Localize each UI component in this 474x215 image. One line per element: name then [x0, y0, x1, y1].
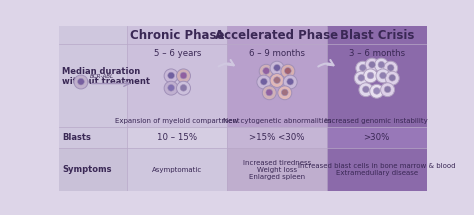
Circle shape — [384, 86, 391, 93]
Circle shape — [356, 61, 370, 75]
Text: 3 – 6 months: 3 – 6 months — [349, 49, 405, 58]
Text: Increased blast cells in bone marrow & blood
Extramedullary disease: Increased blast cells in bone marrow & b… — [298, 163, 456, 176]
Text: 5 – 6 years: 5 – 6 years — [154, 49, 201, 58]
Text: BCR-ABL: BCR-ABL — [90, 74, 114, 79]
Circle shape — [270, 61, 284, 75]
Circle shape — [389, 74, 396, 81]
Text: Blasts: Blasts — [63, 133, 91, 142]
Circle shape — [359, 83, 373, 97]
Circle shape — [378, 61, 385, 68]
Bar — [128, 127, 227, 148]
Circle shape — [180, 72, 187, 79]
Circle shape — [168, 72, 174, 79]
Bar — [128, 26, 227, 191]
Bar — [227, 26, 327, 191]
Bar — [59, 148, 128, 191]
Circle shape — [164, 81, 178, 95]
Circle shape — [354, 71, 368, 85]
Circle shape — [266, 89, 273, 96]
Circle shape — [385, 71, 399, 85]
Circle shape — [261, 78, 267, 85]
Circle shape — [273, 77, 281, 83]
Text: Increased tiredness
Weight loss
Enlarged spleen: Increased tiredness Weight loss Enlarged… — [243, 160, 311, 180]
Circle shape — [180, 84, 187, 91]
Circle shape — [259, 64, 273, 78]
Circle shape — [270, 74, 284, 88]
Bar — [227, 148, 327, 191]
Circle shape — [381, 83, 394, 97]
Bar — [327, 127, 427, 148]
Circle shape — [287, 78, 293, 85]
Circle shape — [387, 64, 394, 71]
Text: Asymptomatic: Asymptomatic — [152, 167, 202, 173]
Bar — [327, 148, 427, 191]
Circle shape — [359, 64, 366, 71]
Circle shape — [374, 88, 380, 94]
Text: New cytogenetic abnormalities: New cytogenetic abnormalities — [223, 118, 331, 124]
Circle shape — [284, 68, 291, 74]
Circle shape — [282, 89, 288, 96]
Circle shape — [176, 69, 191, 83]
Circle shape — [74, 75, 88, 89]
Bar — [59, 26, 128, 191]
Text: Chronic Phase: Chronic Phase — [130, 29, 225, 41]
Bar — [227, 127, 327, 148]
Circle shape — [164, 69, 178, 83]
Bar — [59, 127, 128, 148]
Circle shape — [374, 58, 388, 72]
Text: Symptoms: Symptoms — [63, 165, 112, 174]
Text: Expansion of myeloid compartment: Expansion of myeloid compartment — [115, 118, 240, 124]
Text: 6 – 9 months: 6 – 9 months — [249, 49, 305, 58]
Circle shape — [367, 72, 374, 79]
Circle shape — [257, 75, 271, 89]
Circle shape — [283, 75, 297, 89]
Text: Increased genomic instability: Increased genomic instability — [325, 118, 428, 124]
Text: >15% <30%: >15% <30% — [249, 133, 305, 142]
Text: 10 – 15%: 10 – 15% — [157, 133, 197, 142]
Circle shape — [370, 84, 384, 98]
Circle shape — [365, 58, 379, 72]
Circle shape — [263, 68, 270, 74]
Circle shape — [278, 86, 292, 100]
Circle shape — [281, 64, 295, 78]
Bar — [128, 148, 227, 191]
Text: >30%: >30% — [364, 133, 390, 142]
Circle shape — [78, 78, 84, 85]
Circle shape — [273, 64, 281, 71]
Circle shape — [384, 61, 398, 75]
Circle shape — [380, 72, 386, 79]
Circle shape — [176, 81, 191, 95]
Bar — [327, 26, 427, 191]
Circle shape — [363, 86, 369, 93]
Circle shape — [168, 84, 174, 91]
Circle shape — [364, 69, 377, 83]
Circle shape — [262, 86, 276, 100]
Circle shape — [376, 69, 390, 83]
Text: Accelerated Phase: Accelerated Phase — [216, 29, 338, 41]
Circle shape — [369, 61, 375, 68]
Text: Median duration
without treatment: Median duration without treatment — [63, 67, 150, 86]
Text: Blast Crisis: Blast Crisis — [339, 29, 414, 41]
Circle shape — [358, 74, 365, 81]
